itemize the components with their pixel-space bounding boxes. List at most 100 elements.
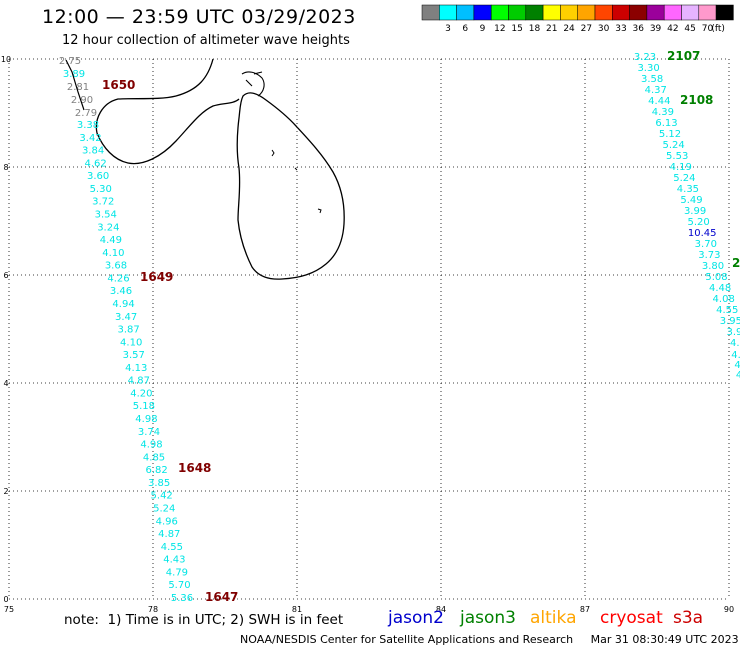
wave-height-value: 4.20 — [130, 388, 152, 399]
x-tick-label: 87 — [580, 605, 590, 614]
wave-height-value: 4.08 — [713, 294, 735, 305]
wave-height-value: 3.58 — [641, 74, 663, 85]
wave-height-value: 3.23 — [634, 52, 656, 63]
scale-label: 3 — [445, 24, 451, 34]
wave-height-value: 3.30 — [637, 63, 659, 74]
y-tick-label: 10 — [1, 55, 11, 64]
wave-height-value: 3.73 — [698, 250, 720, 261]
wave-height-value: 4.55 — [161, 542, 183, 553]
scale-label: 36 — [633, 24, 645, 34]
wave-height-value: 2.81 — [67, 82, 89, 93]
x-tick-label: 84 — [436, 605, 446, 614]
pass-time-label: 1649 — [140, 270, 173, 284]
wave-height-value: 5.36 — [171, 593, 193, 604]
wave-height-value: 4.96 — [156, 516, 178, 527]
wave-height-value: 4.10 — [120, 337, 142, 348]
wave-height-value: 6.13 — [655, 118, 677, 129]
wave-height-value: 5.24 — [662, 140, 684, 151]
wave-height-value: 3.24 — [97, 222, 119, 233]
satellite-legend-item: altika — [530, 608, 577, 628]
scale-swatch — [681, 4, 700, 21]
wave-height-value: 4.85 — [143, 452, 165, 463]
wave-height-value: 3.72 — [92, 197, 114, 208]
track-line — [65, 59, 85, 111]
pass-time-label: 1647 — [205, 590, 238, 604]
wave-height-value: 3.85 — [148, 478, 170, 489]
wave-height-value: 4.19 — [670, 162, 692, 173]
wave-height-value: 5.12 — [659, 129, 681, 140]
scale-swatch — [473, 4, 492, 21]
y-tick-label: 4 — [3, 379, 8, 388]
y-tick-label: 6 — [3, 271, 8, 280]
scale-unit: (ft) — [711, 24, 725, 34]
wave-height-value: 3.38 — [77, 120, 99, 131]
wave-height-value: 3.42 — [79, 133, 101, 144]
wave-height-value: 4 — [736, 370, 740, 381]
footer-credit: NOAA/NESDIS Center for Satellite Applica… — [240, 633, 739, 646]
pass-time-label: 2108 — [680, 93, 713, 107]
wave-height-value: 5.24 — [153, 504, 175, 515]
scale-label: 6 — [462, 24, 468, 34]
satellite-legend-item: s3a — [673, 608, 704, 628]
scale-label: 9 — [480, 24, 486, 34]
scale-label: 30 — [598, 24, 610, 34]
wave-height-value: 6.82 — [145, 465, 167, 476]
wave-height-value: 4.98 — [140, 440, 162, 451]
scale-swatch — [456, 4, 475, 21]
wave-height-value: 4.79 — [166, 567, 188, 578]
x-tick-label: 90 — [724, 605, 734, 614]
wave-height-value: 5.18 — [133, 401, 155, 412]
satellite-legend-item: jason2 — [388, 608, 444, 628]
sri-lanka-coastline — [95, 58, 345, 280]
wave-height-value: 4.39 — [652, 107, 674, 118]
wave-height-value: 5.20 — [688, 217, 710, 228]
scale-swatch — [612, 4, 630, 21]
scale-swatch — [698, 4, 717, 21]
jaffna-peninsula — [241, 71, 265, 97]
wave-height-value: 4.48 — [709, 283, 731, 294]
y-tick-label: 2 — [3, 487, 8, 496]
scale-label: 70 — [702, 24, 714, 34]
wave-height-value: 3.89 — [63, 69, 85, 80]
wave-height-value: 3.87 — [118, 325, 140, 336]
scale-swatch — [646, 4, 665, 21]
map-grid: 75 78 81 84 87 90 10 8 6 4 2 0 — [1, 55, 734, 614]
wave-height-value: 3.57 — [123, 350, 145, 361]
scale-label: 18 — [529, 24, 541, 34]
wave-height-value: 4.10 — [102, 248, 124, 259]
wave-height-value: 2.90 — [71, 95, 93, 106]
scale-swatch — [490, 4, 509, 21]
sri-lanka-island — [236, 92, 345, 280]
scale-label: 15 — [511, 24, 522, 34]
wave-height-value: 3.54 — [95, 209, 117, 220]
wave-height-value: 4.62 — [84, 158, 106, 169]
wave-height-color-scale: 3 6 9 12 15 18 21 24 27 30 33 36 39 42 45 70(ft) — [421, 4, 734, 34]
footer-note: note: 1) Time is in UTC; 2) SWH is in fe… — [64, 612, 344, 628]
india-coastline — [95, 58, 240, 165]
pass-time-label: 1650 — [102, 78, 135, 92]
pass-time-label: 2107 — [667, 49, 700, 63]
scale-label: 39 — [650, 24, 662, 34]
wave-height-value: 3.95 — [720, 316, 740, 327]
wave-height-value: 3.47 — [115, 312, 137, 323]
scale-swatch — [663, 4, 682, 21]
wave-height-value: 3.60 — [87, 171, 109, 182]
wave-height-value: 3.9 — [726, 327, 740, 338]
satellite-legend-item: jason3 — [460, 608, 516, 628]
wave-height-value: 3.46 — [110, 286, 132, 297]
wave-height-value: 4.87 — [128, 376, 150, 387]
wave-height-value: 3.80 — [702, 261, 724, 272]
pass-time-label: 2 — [732, 256, 740, 270]
scale-swatch — [560, 4, 578, 21]
wave-height-value: 4.87 — [158, 529, 180, 540]
scale-swatch — [594, 4, 613, 21]
wave-height-value: 4.98 — [135, 414, 157, 425]
wave-height-value: 3.84 — [82, 146, 104, 157]
x-tick-label: 75 — [4, 605, 14, 614]
island-fragment — [271, 149, 322, 214]
scale-swatch — [439, 4, 457, 21]
pass-time-label: 1648 — [178, 461, 211, 475]
scale-swatch — [421, 4, 440, 21]
